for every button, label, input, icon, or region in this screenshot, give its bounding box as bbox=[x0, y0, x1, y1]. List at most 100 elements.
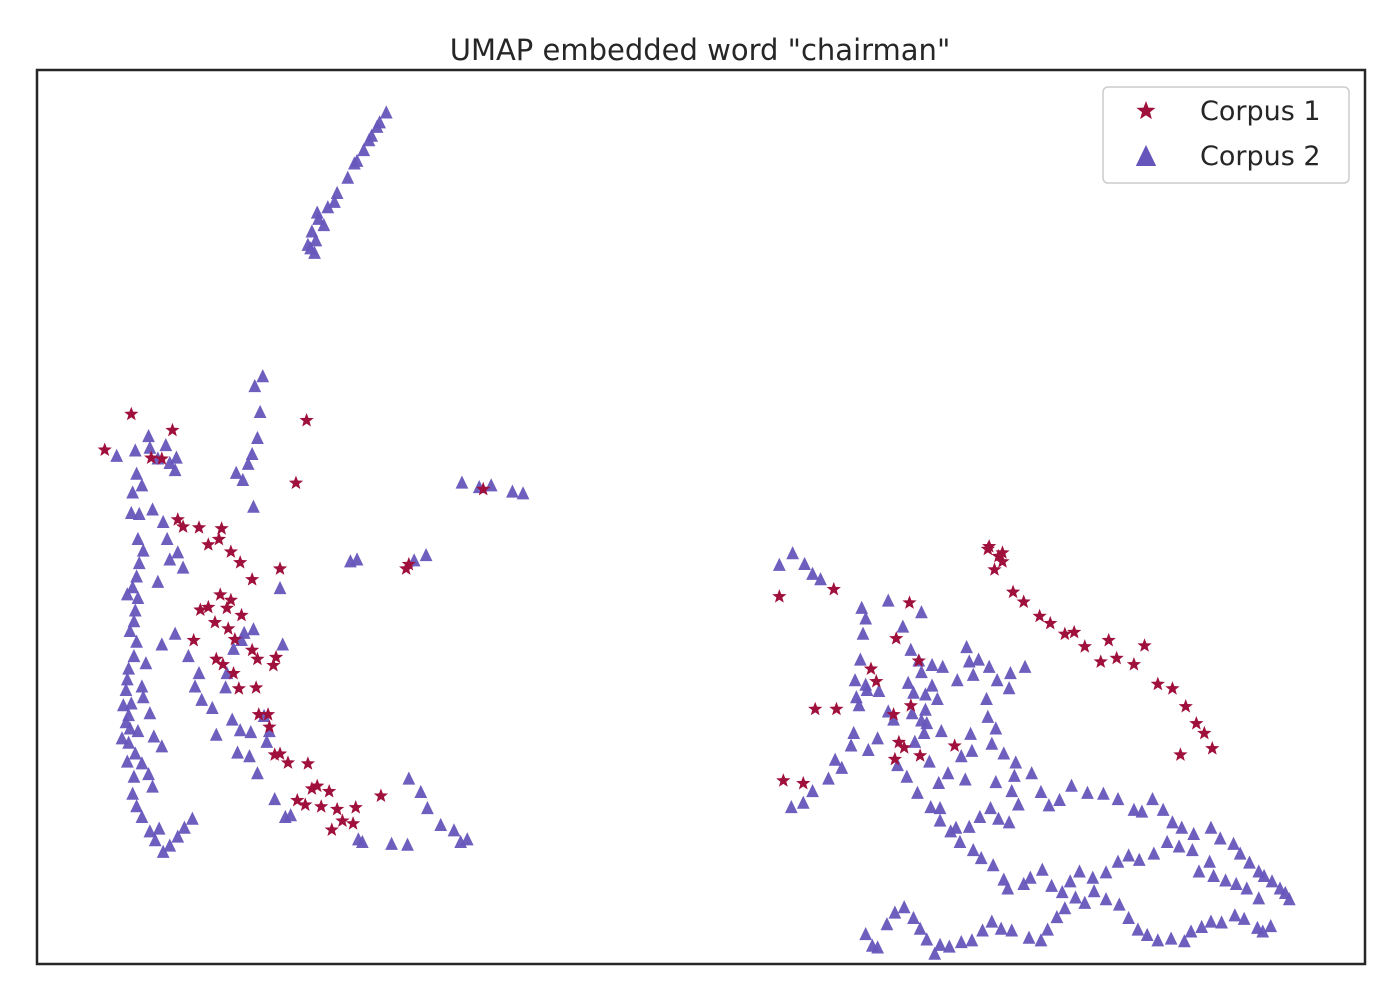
data-point-corpus-2 bbox=[1086, 870, 1100, 884]
data-point-corpus-2 bbox=[994, 921, 1008, 935]
data-point-corpus-2 bbox=[260, 734, 274, 748]
data-point-corpus-2 bbox=[887, 712, 900, 726]
data-point-corpus-2 bbox=[997, 746, 1011, 760]
data-point-corpus-2 bbox=[128, 603, 142, 617]
data-point-corpus-2 bbox=[1065, 778, 1078, 792]
data-point-corpus-2 bbox=[151, 574, 165, 588]
data-point-corpus-2 bbox=[985, 914, 999, 928]
data-point-corpus-2 bbox=[907, 685, 920, 699]
data-point-corpus-2 bbox=[958, 772, 972, 786]
data-point-corpus-2 bbox=[171, 829, 185, 843]
data-point-corpus-2 bbox=[159, 437, 173, 452]
data-point-corpus-1 bbox=[250, 651, 265, 666]
data-point-corpus-1 bbox=[211, 531, 227, 546]
data-point-corpus-2 bbox=[989, 721, 1003, 735]
data-point-corpus-2 bbox=[370, 119, 384, 133]
data-point-corpus-2 bbox=[1185, 842, 1199, 857]
data-point-corpus-2 bbox=[245, 446, 259, 461]
data-point-corpus-2 bbox=[915, 665, 928, 679]
data-point-corpus-2 bbox=[135, 809, 149, 824]
data-point-corpus-2 bbox=[1256, 924, 1270, 938]
data-point-corpus-2 bbox=[1265, 874, 1279, 888]
data-point-corpus-2 bbox=[122, 661, 136, 675]
data-point-corpus-2 bbox=[932, 775, 946, 790]
data-point-corpus-2 bbox=[1243, 855, 1256, 869]
data-point-corpus-2 bbox=[126, 580, 139, 594]
data-point-corpus-2 bbox=[1025, 766, 1039, 780]
data-point-corpus-1 bbox=[245, 572, 260, 586]
data-point-corpus-2 bbox=[1207, 868, 1220, 883]
legend-label-corpus-1: Corpus 1 bbox=[1200, 96, 1321, 127]
data-point-corpus-2 bbox=[953, 834, 967, 849]
data-point-corpus-2 bbox=[1257, 868, 1271, 883]
legend-marker-corpus-2 bbox=[1135, 145, 1157, 166]
data-point-corpus-2 bbox=[1097, 786, 1110, 800]
data-point-corpus-2 bbox=[124, 696, 138, 710]
series-corpus-1 bbox=[97, 406, 1220, 836]
data-point-corpus-2 bbox=[1192, 864, 1206, 878]
data-point-corpus-1 bbox=[987, 562, 1002, 576]
data-point-corpus-2 bbox=[1219, 873, 1232, 887]
data-point-corpus-2 bbox=[980, 691, 993, 706]
data-point-corpus-2 bbox=[131, 724, 145, 738]
data-point-corpus-2 bbox=[168, 463, 182, 477]
data-point-corpus-1 bbox=[1150, 676, 1165, 691]
data-point-corpus-2 bbox=[127, 648, 141, 663]
data-point-corpus-2 bbox=[1213, 831, 1227, 845]
data-point-corpus-2 bbox=[942, 939, 956, 953]
data-point-corpus-2 bbox=[1228, 908, 1242, 922]
data-point-corpus-1 bbox=[214, 521, 229, 535]
data-point-corpus-2 bbox=[156, 844, 170, 858]
data-point-corpus-2 bbox=[119, 682, 133, 697]
data-point-corpus-2 bbox=[973, 809, 987, 824]
data-point-corpus-2 bbox=[139, 656, 153, 670]
data-point-corpus-1 bbox=[373, 788, 389, 802]
data-point-corpus-2 bbox=[828, 752, 842, 766]
data-point-corpus-2 bbox=[251, 430, 264, 444]
data-point-corpus-1 bbox=[889, 631, 904, 645]
data-point-corpus-1 bbox=[345, 816, 361, 830]
data-point-corpus-1 bbox=[869, 674, 884, 688]
data-point-corpus-2 bbox=[131, 531, 145, 545]
data-point-corpus-2 bbox=[116, 698, 130, 712]
data-point-corpus-2 bbox=[256, 369, 270, 383]
data-point-corpus-2 bbox=[1146, 792, 1159, 806]
data-point-corpus-1 bbox=[1178, 699, 1193, 713]
data-point-corpus-2 bbox=[352, 832, 365, 846]
data-point-corpus-2 bbox=[1195, 919, 1209, 933]
data-point-corpus-1 bbox=[186, 632, 201, 647]
data-point-corpus-2 bbox=[460, 832, 474, 846]
data-point-corpus-2 bbox=[402, 771, 416, 785]
data-point-corpus-2 bbox=[1187, 826, 1201, 840]
data-point-corpus-1 bbox=[267, 747, 282, 761]
data-point-corpus-1 bbox=[826, 581, 841, 596]
data-point-corpus-2 bbox=[981, 709, 995, 723]
data-point-corpus-1 bbox=[300, 756, 316, 770]
data-point-corpus-2 bbox=[925, 657, 939, 672]
data-point-corpus-2 bbox=[954, 935, 968, 949]
data-point-corpus-2 bbox=[120, 587, 134, 601]
data-point-corpus-2 bbox=[247, 499, 260, 513]
data-point-corpus-2 bbox=[966, 842, 980, 857]
data-point-corpus-2 bbox=[1164, 931, 1178, 945]
data-point-corpus-2 bbox=[1034, 784, 1048, 798]
data-point-corpus-1 bbox=[215, 657, 231, 671]
data-point-corpus-1 bbox=[1205, 741, 1220, 755]
data-point-corpus-1 bbox=[1165, 681, 1180, 695]
data-point-corpus-2 bbox=[900, 769, 914, 783]
data-point-corpus-2 bbox=[328, 194, 341, 208]
data-point-corpus-2 bbox=[905, 706, 919, 720]
data-point-corpus-2 bbox=[920, 932, 934, 946]
legend-label-corpus-2: Corpus 2 bbox=[1200, 141, 1321, 172]
data-point-corpus-1 bbox=[1109, 650, 1124, 665]
data-point-corpus-2 bbox=[131, 590, 145, 604]
data-point-corpus-1 bbox=[298, 797, 313, 811]
data-point-corpus-1 bbox=[288, 475, 304, 490]
data-point-corpus-2 bbox=[880, 917, 894, 931]
data-point-corpus-1 bbox=[251, 707, 266, 721]
data-point-corpus-2 bbox=[350, 552, 364, 566]
data-point-corpus-2 bbox=[848, 673, 862, 687]
data-point-corpus-2 bbox=[1005, 783, 1019, 798]
data-point-corpus-2 bbox=[1069, 890, 1082, 904]
points-layer bbox=[97, 105, 1296, 960]
